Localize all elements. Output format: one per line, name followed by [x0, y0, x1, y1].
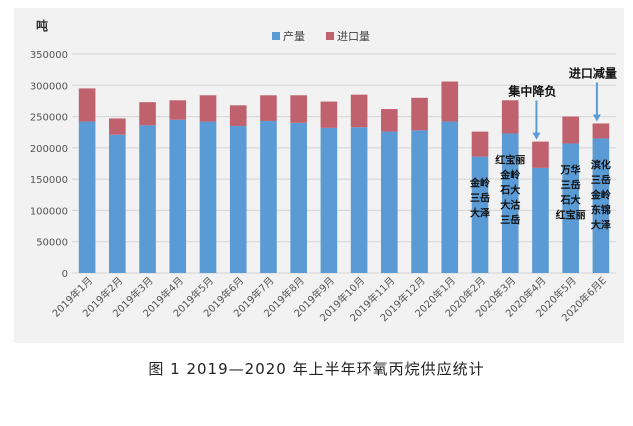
bar-production	[441, 121, 459, 273]
bar-company-label: 大沽	[500, 198, 520, 211]
chart-area: 吨产量 进口量 0 50000 100000 150000 200000 250000 3000…	[14, 8, 624, 343]
bar-import	[532, 141, 549, 168]
y-unit-label: 吨	[36, 18, 48, 33]
bar-company-label: 红宝丽	[556, 208, 586, 221]
bar-import	[381, 109, 398, 132]
y-tick-label: 350000	[30, 50, 68, 61]
bar-company-label: 三岳	[561, 178, 581, 191]
bar-company-label: 红宝丽	[495, 153, 525, 166]
bar-company-label: 东锦	[591, 203, 611, 216]
bar-import	[139, 102, 156, 126]
bar-import	[229, 105, 247, 126]
bar-production	[260, 120, 277, 273]
bar-production	[411, 130, 428, 273]
annotation-arrow-head	[532, 132, 541, 140]
bar-production	[501, 133, 519, 273]
bar-import	[501, 100, 519, 134]
bar-production	[229, 125, 247, 273]
bar-production	[320, 127, 338, 273]
y-tick-label: 300000	[30, 81, 68, 92]
bar-production	[199, 121, 217, 273]
legend-label-production: 产量	[283, 29, 305, 43]
bar-import	[169, 100, 187, 120]
bar-production	[381, 131, 398, 273]
bar-import	[320, 101, 338, 128]
bar-production	[350, 127, 368, 273]
bar-company-label: 大泽	[591, 218, 611, 231]
bar-production	[471, 156, 489, 273]
bar-import	[290, 95, 307, 123]
bar-import	[78, 88, 96, 122]
bar-company-label: 三岳	[470, 192, 490, 205]
bar-company-label: 万华	[560, 163, 581, 176]
bar-production	[109, 134, 126, 273]
legend-swatch-import	[326, 32, 334, 40]
bar-company-label: 石大	[560, 193, 581, 206]
bar-company-label: 滨化	[591, 158, 611, 171]
y-tick-label: 250000	[30, 113, 68, 124]
bar-import	[260, 95, 277, 121]
annotation-label: 集中降负	[507, 84, 556, 99]
y-tick-label: 200000	[30, 144, 68, 155]
bar-production	[290, 122, 307, 273]
bar-import	[350, 94, 368, 128]
bar-production	[592, 138, 610, 273]
bar-company-label: 金岭	[469, 177, 490, 190]
bar-production	[139, 125, 156, 274]
legend-swatch-production	[272, 32, 280, 40]
bar-import	[411, 97, 428, 131]
y-tick-label: 100000	[30, 206, 68, 217]
bar-company-label: 石大	[499, 183, 520, 196]
annotation-label: 进口减量	[569, 65, 617, 80]
bar-production	[562, 143, 579, 273]
bar-import	[471, 131, 489, 157]
bar-company-label: 三岳	[500, 213, 520, 226]
bar-production	[78, 121, 96, 273]
bar-import	[592, 123, 610, 139]
bar-production	[169, 119, 187, 273]
bar-company-label: 金岭	[590, 188, 611, 201]
y-tick-label: 50000	[36, 238, 68, 249]
stacked-bar-chart: 吨产量 进口量 0 50000 100000 150000 200000 250000 3000…	[30, 18, 617, 324]
bar-import	[441, 81, 459, 122]
bar-company-label: 三岳	[591, 173, 611, 186]
bar-import	[109, 118, 126, 135]
bar-company-label: 大泽	[470, 207, 490, 220]
y-tick-label: 0	[62, 269, 68, 280]
figure-caption: 图 1 2019—2020 年上半年环氧丙烷供应统计	[148, 360, 485, 378]
y-tick-label: 150000	[30, 175, 68, 186]
annotation-arrow-head	[592, 114, 601, 122]
bar-import	[562, 116, 579, 144]
bar-company-label: 金岭	[499, 168, 520, 181]
bar-import	[199, 95, 217, 122]
legend-label-import: 进口量	[337, 30, 370, 43]
bar-production	[532, 167, 549, 273]
